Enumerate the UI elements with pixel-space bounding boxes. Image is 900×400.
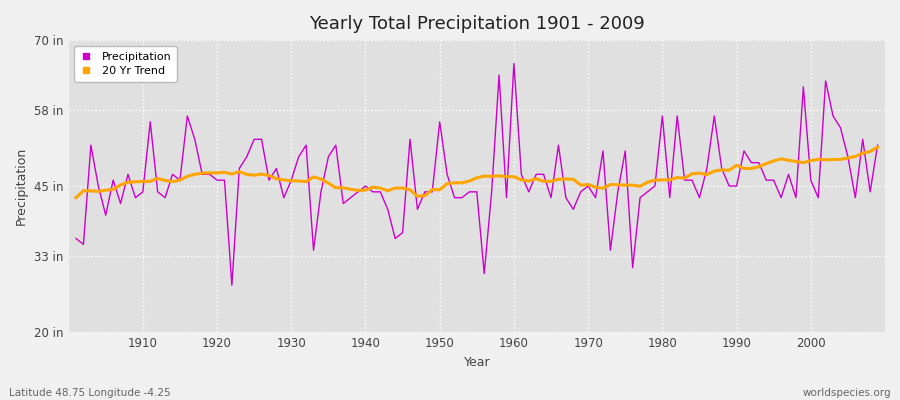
Precipitation <box>130 195 140 200</box>
20 Yr Trend <box>872 145 883 150</box>
Precipitation <box>70 236 81 241</box>
Text: Latitude 48.75 Longitude -4.25: Latitude 48.75 Longitude -4.25 <box>9 388 171 398</box>
20 Yr Trend <box>70 195 81 200</box>
20 Yr Trend <box>338 185 348 190</box>
20 Yr Trend <box>508 174 519 179</box>
Precipitation <box>508 61 519 66</box>
Y-axis label: Precipitation: Precipitation <box>15 147 28 225</box>
Precipitation <box>872 143 883 148</box>
Line: 20 Yr Trend: 20 Yr Trend <box>76 147 878 198</box>
Line: Precipitation: Precipitation <box>76 64 878 285</box>
20 Yr Trend <box>598 186 608 191</box>
20 Yr Trend <box>130 179 140 184</box>
Title: Yearly Total Precipitation 1901 - 2009: Yearly Total Precipitation 1901 - 2009 <box>309 15 644 33</box>
Precipitation <box>524 190 535 194</box>
20 Yr Trend <box>501 174 512 179</box>
X-axis label: Year: Year <box>464 356 490 369</box>
Text: worldspecies.org: worldspecies.org <box>803 388 891 398</box>
Precipitation <box>227 283 238 288</box>
Precipitation <box>301 143 311 148</box>
Precipitation <box>346 195 356 200</box>
Legend: Precipitation, 20 Yr Trend: Precipitation, 20 Yr Trend <box>74 46 177 82</box>
Precipitation <box>612 190 623 194</box>
Precipitation <box>516 172 526 177</box>
20 Yr Trend <box>293 179 304 184</box>
